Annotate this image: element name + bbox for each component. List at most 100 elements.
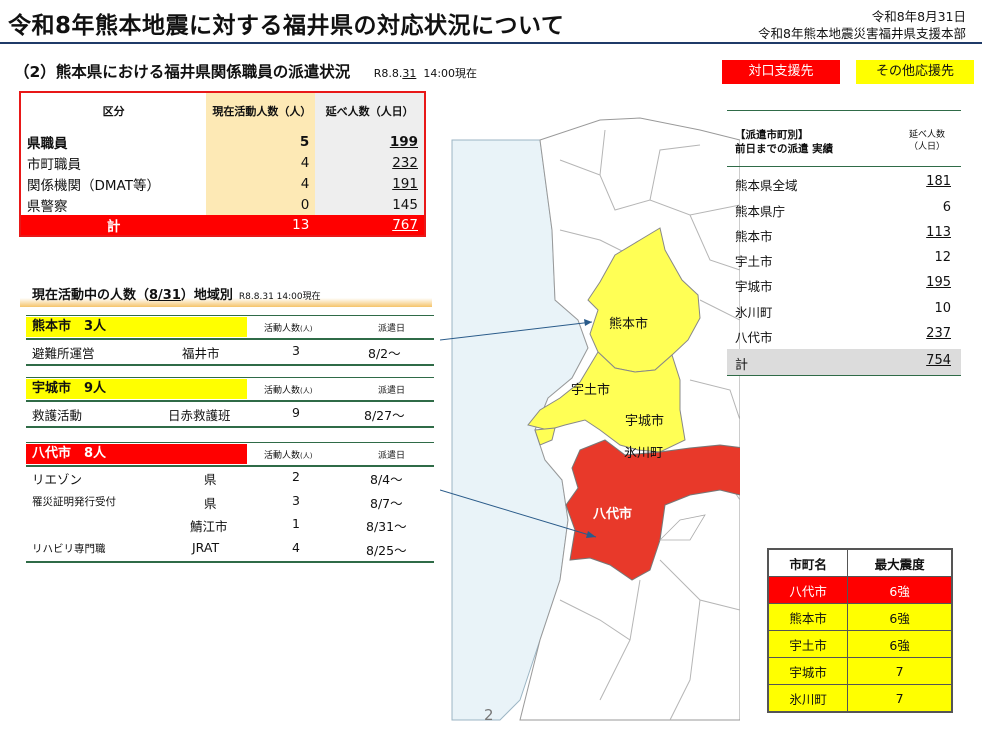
header-date-org: 令和8年8月31日 令和8年熊本地震災害福井県支援本部 [758,8,966,42]
list-item: 避難所運営 福井市 3 8/2～ [26,340,434,362]
header-org: 令和8年熊本地震災害福井県支援本部 [758,26,966,41]
map-label-yatsushiro: 八代市 [592,506,632,522]
row-count: 1 [292,516,300,531]
list-item: リハビリ専門職 JRAT 4 8/25～ [26,537,434,559]
row-org: 日赤救護班 [168,408,231,423]
asof-day: 31 [402,67,417,80]
row-count: 3 [292,493,300,508]
col-count-unit: (人) [300,325,313,333]
divider [26,561,434,563]
row-activity: 救護活動 [32,408,83,423]
divider [727,166,961,167]
summary-current: 0 [206,194,316,215]
city-header-title: 【派遣市町別】 [735,129,809,141]
col-count-unit: (人) [300,452,313,460]
table-row: 八代市 6強 [767,576,952,604]
row-org: 福井市 [182,346,220,361]
list-item: リエゾン 県 2 8/4～ [26,466,434,488]
quake-city: 氷川町 [767,684,849,712]
table-row: 熊本市 6強 [767,603,952,631]
city-header-sub: 前日までの派遣 実績 [735,143,834,155]
summary-total: 232 [315,152,424,173]
row-activity: リエゾン [32,472,83,487]
arrow-head-yatsushiro [586,531,596,538]
area-group-yatsushiro: 八代市 8人 活動人数(人) 派遣日 [26,442,434,466]
quake-intensity: 6強 [847,576,952,604]
table-row: 県職員 5 199 [21,131,424,152]
summary-header-category: 区分 [102,105,125,118]
summary-label: 県警察 [27,198,68,215]
page-number: 2 [484,706,494,724]
table-row: 県警察 0 145 [21,194,424,215]
quake-city: 宇城市 [767,657,849,685]
divider [26,364,434,366]
row-count: 3 [292,343,300,358]
row-count: 9 [292,405,300,420]
city-value: 237 [926,326,951,341]
row-org: 鯖江市 [190,519,228,534]
area-section-title: 現在活動中の人数（8/31）地域別 R8.8.31 14:00現在 [20,287,432,307]
legend-counterpart-support: 対口支援先 [722,60,840,84]
summary-current: 4 [206,152,316,173]
divider [26,426,434,428]
arrow-head-kumamoto [584,319,592,326]
area-group-name: 熊本市 3人 [26,317,247,337]
area-group-name: 宇城市 9人 [26,379,247,399]
region-uto-uki-hikawa [527,351,686,453]
quake-city: 宇土市 [767,630,849,658]
subtitle-text: （2）熊本県における福井県関係職員の派遣状況 [14,63,351,81]
area-group-uki: 宇城市 9人 活動人数(人) 派遣日 [26,377,434,401]
quake-header-intensity: 最大震度 [847,549,952,577]
row-date: 8/2～ [368,346,401,361]
summary-total-current: 13 [206,215,316,235]
area-title-suffix: ）地域別 [180,288,233,303]
city-total-row: 計 754 [727,349,961,376]
table-row: 宇土市 6強 [767,630,952,658]
col-date-label: 派遣日 [378,386,406,396]
row-count: 2 [292,469,300,484]
table-row: 氷川町 7 [767,684,952,712]
list-item: 救護活動 日赤救護班 9 8/27～ [26,402,434,424]
summary-table: 区分 現在活動人数（人） 延べ人数（人日） 県職員 5 199 市町職員 4 2… [19,91,426,237]
row-date: 8/27～ [364,408,405,423]
kumamoto-map: 熊本市 宇土市 宇城市 氷川町 八代市 2 [440,117,740,724]
table-row: 宇城市 7 [767,657,952,685]
city-value: 12 [934,250,951,265]
area-group-name: 八代市 8人 [26,444,247,464]
quake-intensity: 7 [847,657,952,685]
city-name: 宇土市 [735,254,773,269]
col-count-text: 活動人数 [264,386,301,396]
col-date-label: 派遣日 [378,451,406,461]
summary-total-row: 計 13 767 [21,215,424,235]
list-item: 鯖江市 1 8/31～ [26,513,434,535]
header-divider [0,42,982,44]
quake-intensity: 6強 [847,603,952,631]
row-org: 県 [204,496,217,511]
city-total-label: 計 [735,358,749,373]
arrow-to-kumamoto [440,321,593,341]
city-name: 宇城市 [735,279,773,294]
summary-total: 145 [315,194,424,215]
city-dispatch-box: 【派遣市町別】 前日までの派遣 実績 延べ人数（人日） [727,110,961,155]
region-yatsushiro [565,439,740,581]
col-count-label: 活動人数(人) [264,383,312,396]
divider [26,338,434,340]
city-name: 熊本県庁 [735,204,786,219]
city-name: 熊本県全域 [735,178,798,193]
col-count-label: 活動人数(人) [264,321,312,334]
header-date: 令和8年8月31日 [871,9,966,24]
city-header-col: 延べ人数（人日） [908,130,945,152]
area-title-date: 8/31 [149,288,181,303]
map-label-uki: 宇城市 [625,413,664,429]
arrow-to-yatsushiro [440,489,597,538]
city-list-header: 【派遣市町別】 前日までの派遣 実績 延べ人数（人日） [727,111,961,155]
page-title: 令和8年熊本地震に対する福井県の対応状況について [8,13,565,39]
quake-header-row: 市町名 最大震度 [767,549,952,577]
section-subtitle: （2）熊本県における福井県関係職員の派遣状況 R8.8.31 14:00現在 [14,60,477,82]
asof-time: 14:00現在 [423,67,478,80]
asof-prefix: R8.8. [373,67,403,80]
summary-header-row: 区分 現在活動人数（人） 延べ人数（人日） [21,93,424,131]
summary-label: 県職員 [27,135,68,152]
region-islet [534,427,556,446]
city-value: 181 [926,174,951,189]
